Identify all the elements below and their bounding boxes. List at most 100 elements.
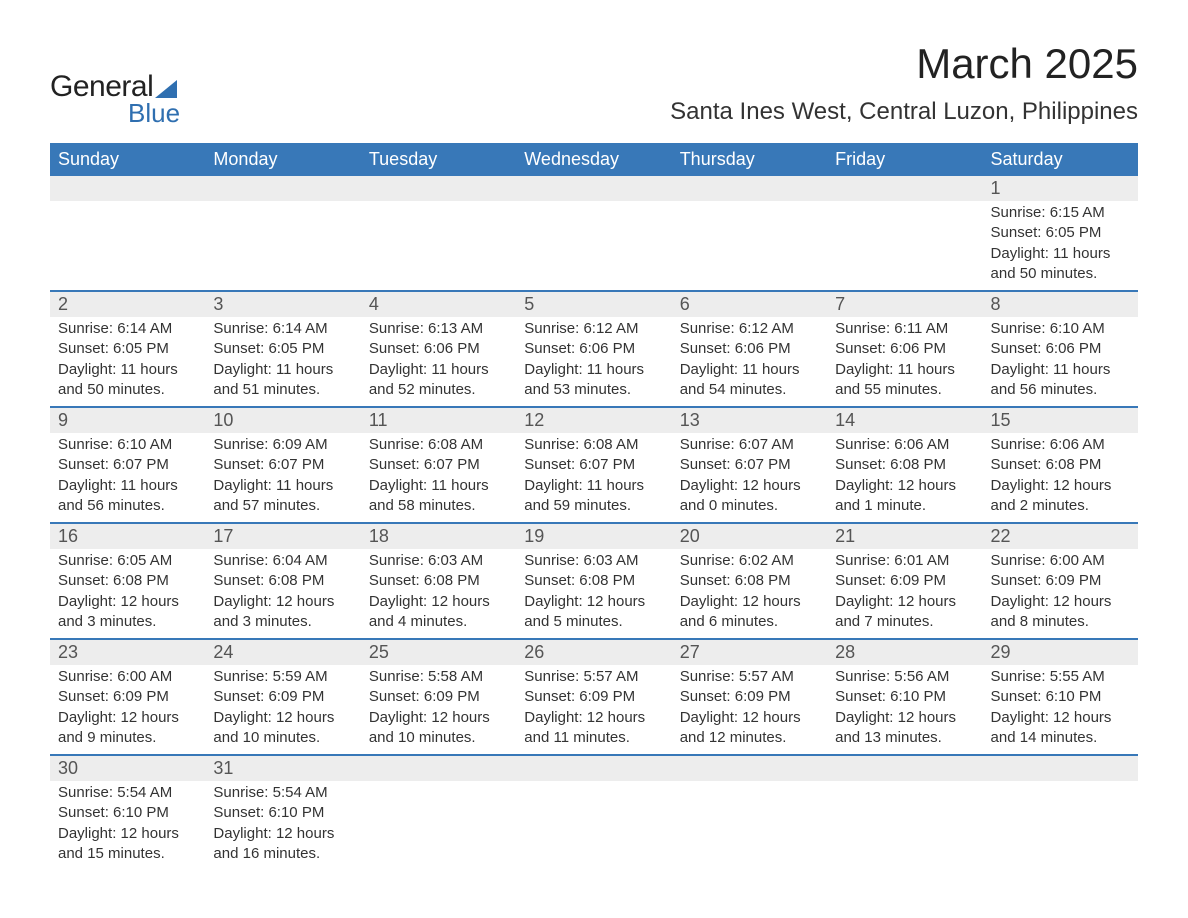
day-data: [516, 201, 671, 281]
day-data: Sunrise: 6:14 AMSunset: 6:05 PMDaylight:…: [205, 317, 360, 406]
day-data: Sunrise: 5:59 AMSunset: 6:09 PMDaylight:…: [205, 665, 360, 754]
day-number: [50, 176, 205, 198]
day-data: Sunrise: 5:57 AMSunset: 6:09 PMDaylight:…: [516, 665, 671, 754]
sunset: Sunset: 6:06 PM: [680, 339, 819, 359]
day-data-cell: [827, 201, 982, 291]
sunrise: Sunrise: 6:10 AM: [991, 319, 1130, 339]
sunset: Sunset: 6:08 PM: [213, 571, 352, 591]
day-number: 3: [205, 292, 360, 317]
day-number-cell: 4: [361, 291, 516, 317]
day-data: Sunrise: 6:00 AMSunset: 6:09 PMDaylight:…: [50, 665, 205, 754]
daylight: Daylight: 12 hours and 3 minutes.: [58, 592, 197, 633]
day-number: [827, 756, 982, 778]
day-data: Sunrise: 5:58 AMSunset: 6:09 PMDaylight:…: [361, 665, 516, 754]
day-data: Sunrise: 6:15 AMSunset: 6:05 PMDaylight:…: [983, 201, 1138, 290]
day-number: 10: [205, 408, 360, 433]
day-data: [516, 781, 671, 861]
day-data-cell: Sunrise: 6:15 AMSunset: 6:05 PMDaylight:…: [983, 201, 1138, 291]
day-data-cell: Sunrise: 6:00 AMSunset: 6:09 PMDaylight:…: [50, 665, 205, 755]
sunset: Sunset: 6:08 PM: [58, 571, 197, 591]
sunrise: Sunrise: 5:58 AM: [369, 667, 508, 687]
daylight: Daylight: 11 hours and 50 minutes.: [991, 244, 1130, 285]
day-data-cell: Sunrise: 6:00 AMSunset: 6:09 PMDaylight:…: [983, 549, 1138, 639]
day-number-cell: 20: [672, 523, 827, 549]
day-number: [827, 176, 982, 198]
day-data: Sunrise: 5:54 AMSunset: 6:10 PMDaylight:…: [205, 781, 360, 870]
day-number: 15: [983, 408, 1138, 433]
sunset: Sunset: 6:08 PM: [835, 455, 974, 475]
daylight: Daylight: 12 hours and 5 minutes.: [524, 592, 663, 633]
day-data: Sunrise: 6:00 AMSunset: 6:09 PMDaylight:…: [983, 549, 1138, 638]
daylight: Daylight: 12 hours and 4 minutes.: [369, 592, 508, 633]
daylight: Daylight: 11 hours and 58 minutes.: [369, 476, 508, 517]
day-data-cell: Sunrise: 6:03 AMSunset: 6:08 PMDaylight:…: [516, 549, 671, 639]
day-data: Sunrise: 6:12 AMSunset: 6:06 PMDaylight:…: [516, 317, 671, 406]
day-data: [827, 781, 982, 861]
day-number: 7: [827, 292, 982, 317]
day-data-cell: Sunrise: 6:13 AMSunset: 6:06 PMDaylight:…: [361, 317, 516, 407]
day-number-cell: 27: [672, 639, 827, 665]
day-number-cell: 30: [50, 755, 205, 781]
day-data: Sunrise: 5:55 AMSunset: 6:10 PMDaylight:…: [983, 665, 1138, 754]
day-data-cell: Sunrise: 6:14 AMSunset: 6:05 PMDaylight:…: [205, 317, 360, 407]
daylight: Daylight: 11 hours and 56 minutes.: [58, 476, 197, 517]
day-data-cell: Sunrise: 5:57 AMSunset: 6:09 PMDaylight:…: [672, 665, 827, 755]
day-number-cell: 11: [361, 407, 516, 433]
day-number-cell: 23: [50, 639, 205, 665]
sunset: Sunset: 6:09 PM: [58, 687, 197, 707]
day-data-cell: Sunrise: 6:01 AMSunset: 6:09 PMDaylight:…: [827, 549, 982, 639]
daylight: Daylight: 11 hours and 53 minutes.: [524, 360, 663, 401]
sunrise: Sunrise: 6:08 AM: [524, 435, 663, 455]
daylight: Daylight: 12 hours and 1 minute.: [835, 476, 974, 517]
day-data: Sunrise: 6:14 AMSunset: 6:05 PMDaylight:…: [50, 317, 205, 406]
day-number-cell: 28: [827, 639, 982, 665]
day-data-cell: [672, 201, 827, 291]
daylight: Daylight: 11 hours and 57 minutes.: [213, 476, 352, 517]
daylight: Daylight: 11 hours and 50 minutes.: [58, 360, 197, 401]
day-number-cell: 5: [516, 291, 671, 317]
day-data: Sunrise: 6:08 AMSunset: 6:07 PMDaylight:…: [361, 433, 516, 522]
day-data-cell: Sunrise: 6:06 AMSunset: 6:08 PMDaylight:…: [983, 433, 1138, 523]
day-number: 12: [516, 408, 671, 433]
day-number: 8: [983, 292, 1138, 317]
day-data-cell: Sunrise: 5:56 AMSunset: 6:10 PMDaylight:…: [827, 665, 982, 755]
day-data: Sunrise: 6:06 AMSunset: 6:08 PMDaylight:…: [827, 433, 982, 522]
sunrise: Sunrise: 6:06 AM: [991, 435, 1130, 455]
day-data-cell: Sunrise: 6:14 AMSunset: 6:05 PMDaylight:…: [50, 317, 205, 407]
day-data: Sunrise: 6:03 AMSunset: 6:08 PMDaylight:…: [516, 549, 671, 638]
sunset: Sunset: 6:05 PM: [991, 223, 1130, 243]
sunset: Sunset: 6:08 PM: [369, 571, 508, 591]
day-number: [672, 176, 827, 198]
daylight: Daylight: 12 hours and 6 minutes.: [680, 592, 819, 633]
day-number-cell: [827, 755, 982, 781]
day-data-cell: [205, 201, 360, 291]
day-number-cell: 26: [516, 639, 671, 665]
sunrise: Sunrise: 5:57 AM: [680, 667, 819, 687]
day-number: 2: [50, 292, 205, 317]
day-data-cell: [361, 781, 516, 870]
day-number: 22: [983, 524, 1138, 549]
sunrise: Sunrise: 6:04 AM: [213, 551, 352, 571]
sunrise: Sunrise: 6:08 AM: [369, 435, 508, 455]
day-number: 14: [827, 408, 982, 433]
day-number: 19: [516, 524, 671, 549]
day-data-cell: Sunrise: 6:08 AMSunset: 6:07 PMDaylight:…: [361, 433, 516, 523]
day-number-cell: 7: [827, 291, 982, 317]
sunset: Sunset: 6:07 PM: [213, 455, 352, 475]
day-number: 6: [672, 292, 827, 317]
day-data: Sunrise: 6:06 AMSunset: 6:08 PMDaylight:…: [983, 433, 1138, 522]
day-data-cell: Sunrise: 6:12 AMSunset: 6:06 PMDaylight:…: [672, 317, 827, 407]
day-number: [361, 176, 516, 198]
day-data-cell: Sunrise: 5:59 AMSunset: 6:09 PMDaylight:…: [205, 665, 360, 755]
sunrise: Sunrise: 5:54 AM: [58, 783, 197, 803]
logo-text-blue: Blue: [128, 98, 180, 129]
day-number: 20: [672, 524, 827, 549]
day-number: 17: [205, 524, 360, 549]
day-number: 16: [50, 524, 205, 549]
daylight: Daylight: 12 hours and 12 minutes.: [680, 708, 819, 749]
day-data-cell: Sunrise: 6:07 AMSunset: 6:07 PMDaylight:…: [672, 433, 827, 523]
day-number-cell: 21: [827, 523, 982, 549]
day-data: Sunrise: 6:12 AMSunset: 6:06 PMDaylight:…: [672, 317, 827, 406]
sunset: Sunset: 6:08 PM: [991, 455, 1130, 475]
day-number: 5: [516, 292, 671, 317]
